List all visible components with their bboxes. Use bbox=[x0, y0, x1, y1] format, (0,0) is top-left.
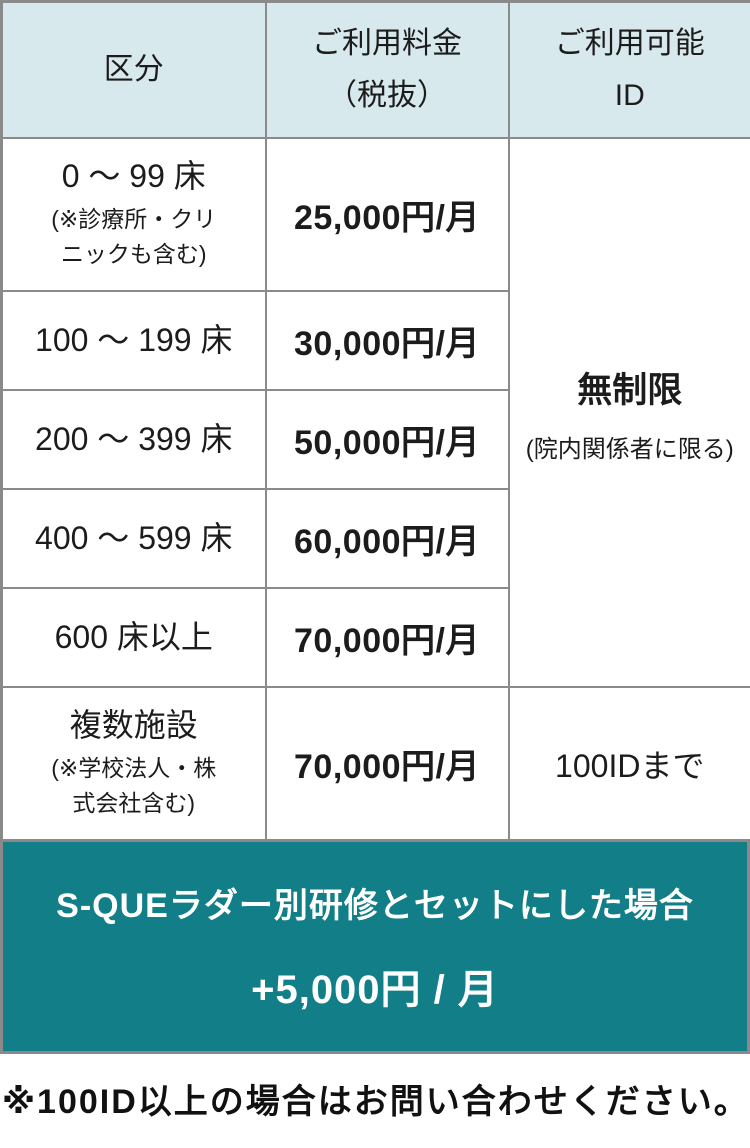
set-price-banner: S-QUEラダー別研修とセットにした場合 +5,000円 / 月 bbox=[0, 842, 750, 1054]
id-limit-value: 100IDまで bbox=[555, 747, 705, 784]
category-label: 0 〜 99 床 bbox=[61, 158, 206, 195]
table-row: 0 〜 99 床 (※診療所・クリ ニックも含む) 25,000円/月 無制限 … bbox=[0, 137, 750, 688]
banner-title: S-QUEラダー別研修とセットにした場合 bbox=[56, 887, 694, 925]
footnote: ※100ID以上の場合はお問い合わせください。 bbox=[0, 1054, 750, 1123]
category-label: 400 〜 599 床 bbox=[35, 519, 233, 556]
table-row: 200 〜 399 床 50,000円/月 bbox=[0, 389, 750, 490]
price-value: 50,000円/月 bbox=[294, 424, 480, 462]
category-note: (※学校法人・株 式会社含む) bbox=[51, 754, 217, 817]
table-row: 100 〜 199 床 30,000円/月 bbox=[0, 290, 750, 391]
unlimited-label: 無制限 bbox=[577, 370, 683, 410]
category-cell-multi-facility: 複数施設 (※学校法人・株 式会社含む) bbox=[0, 686, 267, 842]
category-note: (※診療所・クリ ニックも含む) bbox=[51, 205, 217, 268]
category-label: 200 〜 399 床 bbox=[35, 420, 233, 457]
table-row: 400 〜 599 床 60,000円/月 bbox=[0, 488, 750, 589]
category-cell-0-99: 0 〜 99 床 (※診療所・クリ ニックも含む) bbox=[0, 137, 267, 292]
price-value: 25,000円/月 bbox=[294, 199, 480, 237]
category-cell-100-199: 100 〜 199 床 bbox=[0, 290, 267, 391]
category-cell-600-plus: 600 床以上 bbox=[0, 587, 267, 688]
header-available-ids: ご利用可能 ID bbox=[507, 0, 750, 139]
header-fee: ご利用料金 （税抜） bbox=[264, 0, 510, 139]
table-row: 600 床以上 70,000円/月 bbox=[0, 587, 750, 688]
price-value: 60,000円/月 bbox=[294, 523, 480, 561]
category-cell-200-399: 200 〜 399 床 bbox=[0, 389, 267, 490]
unlimited-id-cell: 無制限 (院内関係者に限る) bbox=[507, 137, 750, 688]
price-cell: 60,000円/月 bbox=[264, 488, 510, 589]
category-label: 100 〜 199 床 bbox=[35, 321, 233, 358]
price-cell: 50,000円/月 bbox=[264, 389, 510, 490]
price-cell: 70,000円/月 bbox=[264, 686, 510, 842]
price-value: 30,000円/月 bbox=[294, 325, 480, 363]
category-label: 複数施設 bbox=[69, 707, 198, 744]
id-limit-cell: 100IDまで bbox=[507, 686, 750, 842]
pricing-table-section: 区分 ご利用料金 （税抜） ご利用可能 ID 0 〜 99 床 (※診療所・クリ… bbox=[0, 0, 750, 1123]
category-label: 600 床以上 bbox=[54, 618, 213, 655]
price-cell: 70,000円/月 bbox=[264, 587, 510, 688]
price-cell: 25,000円/月 bbox=[264, 137, 510, 292]
price-value: 70,000円/月 bbox=[294, 622, 480, 660]
price-cell: 30,000円/月 bbox=[264, 290, 510, 391]
table-row: 複数施設 (※学校法人・株 式会社含む) 70,000円/月 100IDまで bbox=[0, 686, 750, 842]
header-row: 区分 ご利用料金 （税抜） ご利用可能 ID bbox=[0, 0, 750, 139]
banner-price: +5,000円 / 月 bbox=[251, 968, 499, 1012]
pricing-table: 区分 ご利用料金 （税抜） ご利用可能 ID 0 〜 99 床 (※診療所・クリ… bbox=[0, 0, 750, 842]
price-value: 70,000円/月 bbox=[294, 748, 480, 786]
category-cell-400-599: 400 〜 599 床 bbox=[0, 488, 267, 589]
header-category: 区分 bbox=[0, 0, 267, 139]
unlimited-note: (院内関係者に限る) bbox=[525, 435, 734, 463]
